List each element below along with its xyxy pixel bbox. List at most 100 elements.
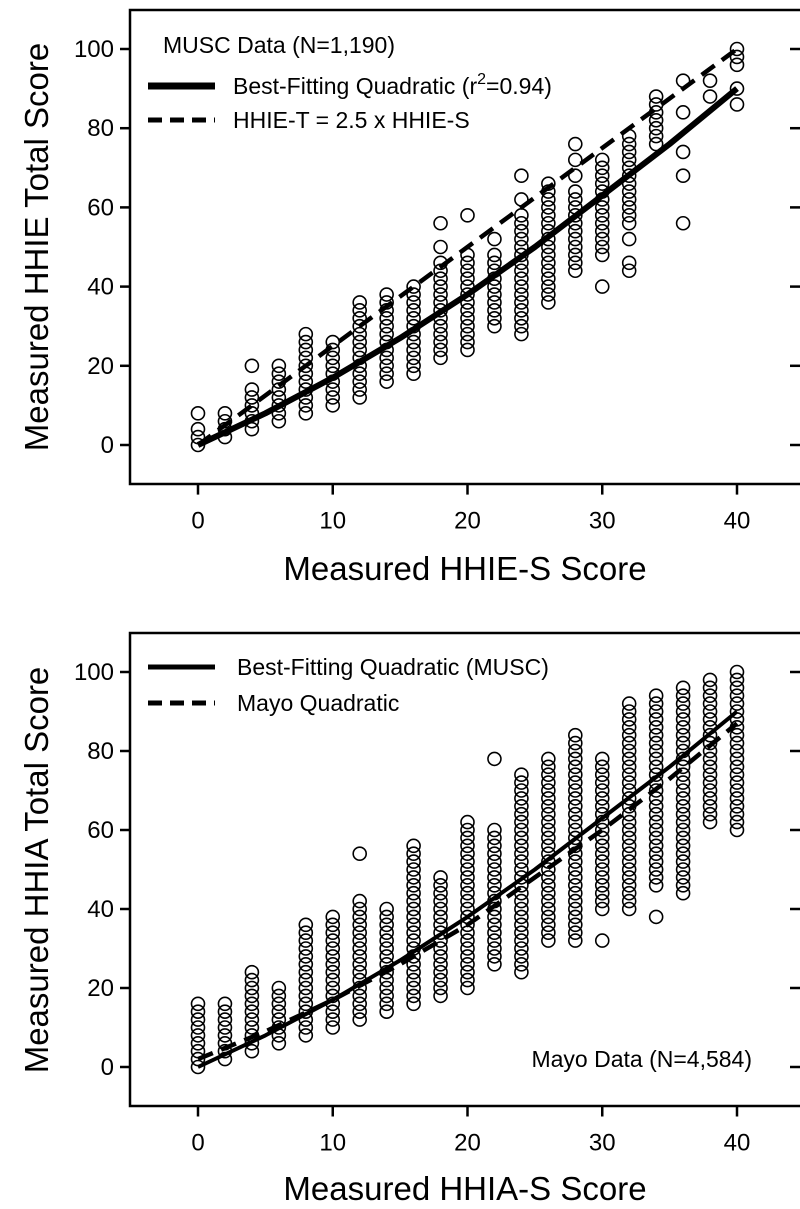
y-tick-label: 40	[87, 274, 114, 301]
data-point	[352, 901, 368, 917]
data-point	[460, 814, 475, 830]
data-point	[460, 846, 475, 862]
data-point	[406, 287, 421, 302]
data-point	[541, 791, 556, 806]
data-point	[675, 854, 691, 869]
data-point	[621, 184, 637, 199]
data-point	[594, 893, 610, 909]
data-point	[514, 326, 529, 342]
annotation-mayo: Mayo Data (N=4,584)	[531, 1046, 752, 1072]
data-point	[406, 909, 421, 925]
data-point	[514, 949, 529, 964]
data-point	[567, 743, 583, 759]
data-point	[406, 980, 421, 996]
data-point	[648, 854, 664, 869]
data-point	[325, 1012, 341, 1027]
data-point	[433, 342, 448, 358]
data-point	[352, 917, 368, 933]
data-point	[460, 941, 475, 956]
data-point	[460, 326, 475, 342]
data-point	[433, 877, 448, 893]
data-point	[514, 271, 529, 286]
data-point	[567, 152, 583, 168]
data-point	[514, 783, 529, 798]
data-point	[567, 885, 583, 901]
x-axis-title-top: Measured HHIE-S Score	[283, 550, 646, 587]
x-tick-label: 0	[191, 508, 204, 535]
data-point	[648, 830, 664, 846]
data-point	[541, 901, 556, 917]
data-point	[541, 814, 556, 830]
data-point	[702, 751, 718, 767]
data-point	[298, 988, 314, 1004]
y-axis-bottom: 0 20 40 60 80 100	[74, 659, 800, 1081]
data-point	[567, 136, 583, 152]
data-point	[648, 791, 664, 806]
data-point	[594, 901, 610, 917]
data-point	[406, 350, 421, 366]
data-point	[406, 877, 421, 893]
data-point	[567, 909, 583, 925]
data-point	[379, 287, 394, 302]
data-point	[217, 1028, 233, 1043]
data-point	[675, 822, 691, 838]
data-point	[541, 208, 556, 223]
data-point	[567, 263, 583, 279]
data-point	[487, 830, 502, 846]
x-tick-label: 40	[724, 508, 751, 535]
data-point	[406, 988, 421, 1004]
data-point	[702, 798, 718, 814]
data-point	[217, 406, 233, 421]
data-point	[514, 893, 529, 909]
data-point	[594, 775, 610, 790]
data-point	[433, 964, 448, 980]
data-point	[648, 822, 664, 838]
data-point	[567, 184, 583, 199]
data-point	[352, 925, 368, 941]
data-point	[621, 712, 637, 727]
plot-frame-top	[128, 8, 800, 486]
data-point	[514, 215, 529, 231]
data-point	[567, 870, 583, 885]
data-point	[594, 870, 610, 885]
data-point	[460, 318, 475, 334]
data-point	[648, 712, 664, 727]
data-point	[379, 988, 394, 1004]
data-point	[460, 310, 475, 326]
data-point	[487, 318, 502, 334]
data-point	[702, 814, 718, 830]
data-point	[621, 704, 637, 719]
data-point	[621, 735, 637, 751]
data-point	[379, 366, 394, 382]
data-point	[514, 168, 529, 184]
data-point	[460, 885, 475, 901]
x-tick-label: 10	[319, 508, 346, 535]
legend-label-musc-quadratic: Best-Fitting Quadratic (MUSC)	[237, 654, 549, 680]
data-point	[729, 751, 745, 767]
data-point	[567, 727, 583, 743]
data-point	[729, 57, 745, 73]
data-point	[460, 303, 475, 318]
data-point	[433, 870, 448, 885]
data-point	[594, 279, 610, 294]
data-point	[352, 295, 368, 310]
data-point	[190, 406, 206, 421]
data-point	[217, 996, 233, 1012]
data-point	[460, 870, 475, 885]
curves-bottom	[197, 709, 739, 1069]
data-point	[621, 727, 637, 743]
x-tick-label: 10	[319, 1130, 346, 1157]
data-point	[406, 334, 421, 350]
scatter-points-bottom	[190, 664, 745, 1075]
x-tick-label: 40	[724, 1130, 751, 1157]
data-point	[514, 295, 529, 310]
data-point	[514, 767, 529, 783]
data-point	[433, 956, 448, 972]
data-point	[460, 822, 475, 838]
data-point	[621, 791, 637, 806]
data-point	[541, 798, 556, 814]
data-point	[352, 326, 368, 342]
data-point	[567, 862, 583, 877]
data-point	[190, 1028, 206, 1043]
data-point	[487, 247, 502, 263]
